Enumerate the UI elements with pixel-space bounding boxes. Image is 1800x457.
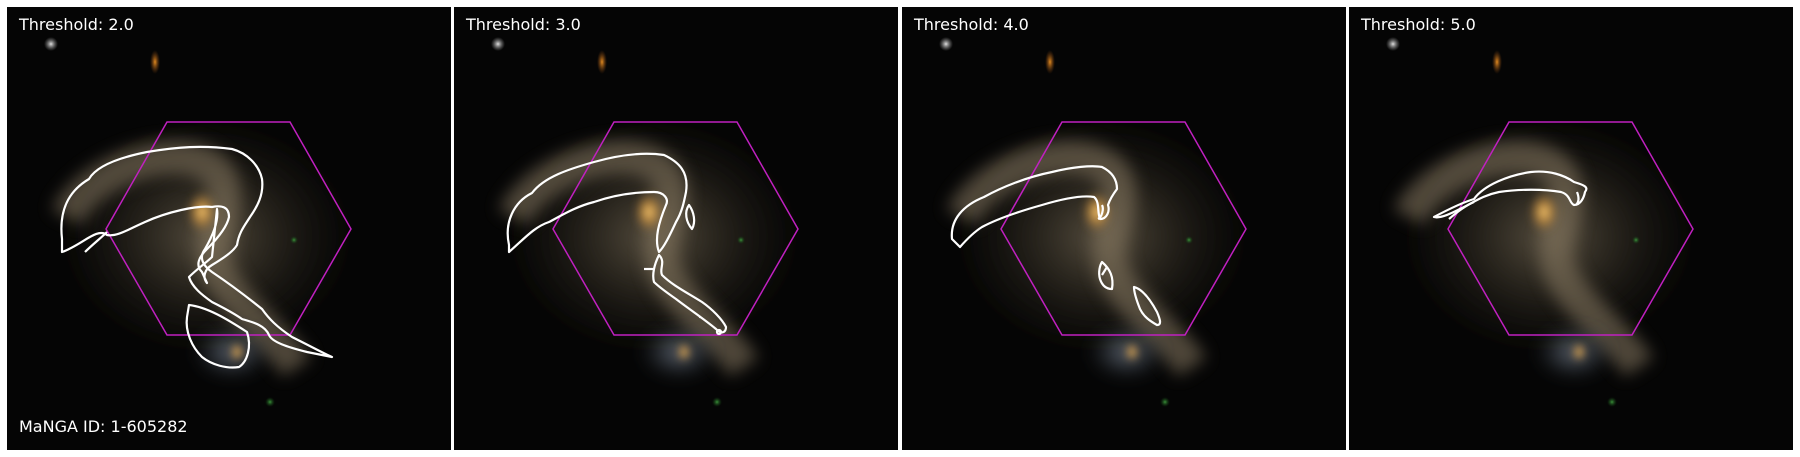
contour-lines [60, 145, 334, 369]
galaxy-image [7, 7, 451, 450]
image-panel-threshold-2: Threshold: 2.0 MaNGA ID: 1-605282 [7, 7, 451, 450]
image-panel-threshold-4: Threshold: 4.0 [902, 7, 1346, 450]
contour-lines [950, 165, 1162, 327]
galaxy-glow [44, 37, 357, 407]
contour-lines [506, 152, 728, 336]
ifu-hexagon [552, 121, 799, 336]
contour-lines [1432, 170, 1588, 220]
galaxy-glow [1386, 37, 1699, 407]
ifu-hexagon [1000, 121, 1247, 336]
galaxy-image [902, 7, 1346, 450]
image-panel-threshold-5: Threshold: 5.0 [1349, 7, 1793, 450]
galaxy-image [454, 7, 898, 450]
ifu-hexagon [1447, 121, 1694, 336]
image-panel-threshold-3: Threshold: 3.0 [454, 7, 898, 450]
galaxy-image [1349, 7, 1793, 450]
